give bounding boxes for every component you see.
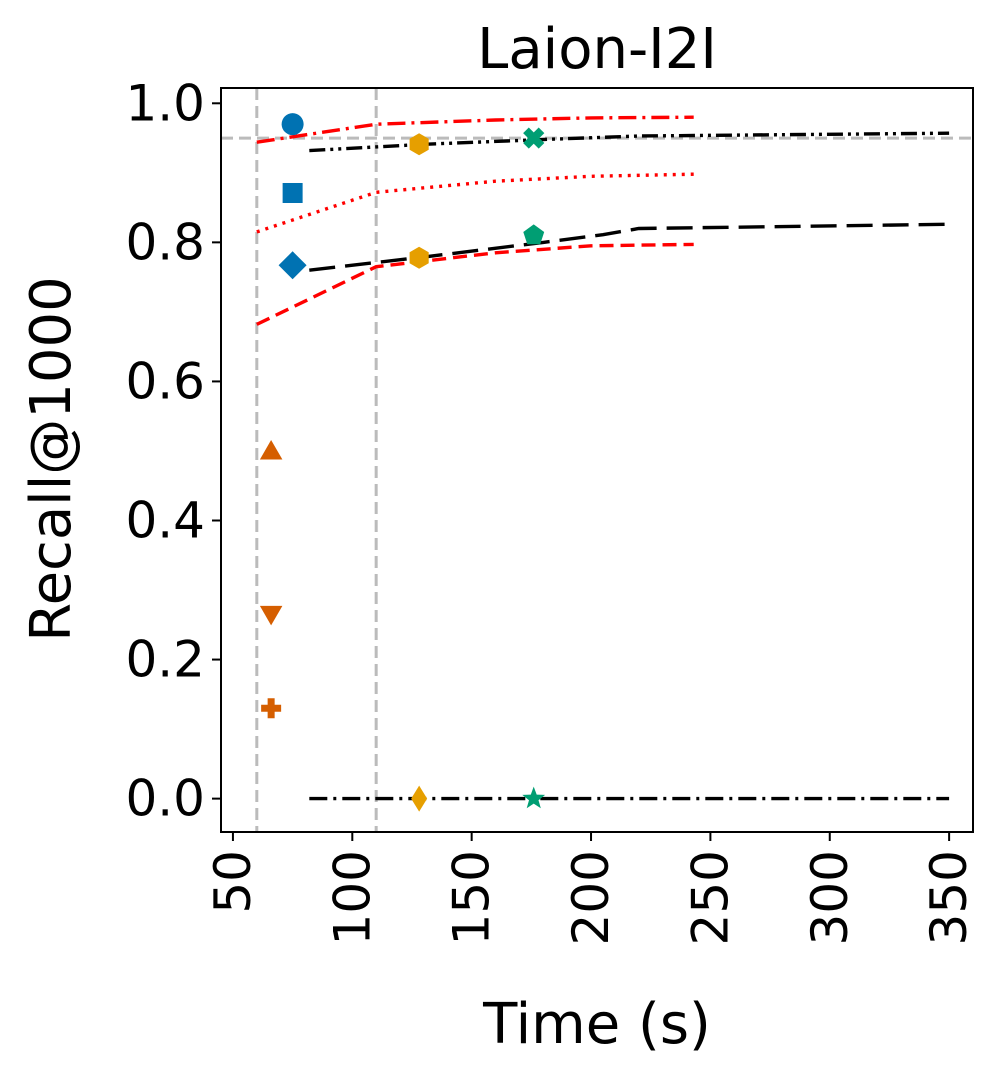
marker-triangle-down — [259, 605, 283, 626]
series-line — [309, 222, 950, 272]
marker-pentagon — [523, 224, 545, 245]
x-axis-label: Time (s) — [482, 992, 711, 1057]
marker-diamond — [278, 251, 307, 280]
y-tick-label: 0.2 — [125, 631, 205, 689]
y-tick-label: 0.0 — [125, 770, 205, 828]
x-tick-label: 200 — [562, 850, 620, 945]
x-tick-label: 150 — [443, 850, 501, 945]
chart-title: Laion-I2I — [477, 17, 717, 82]
plot-frame — [220, 87, 974, 833]
x-tick-label: 50 — [204, 850, 262, 914]
y-tick-label: 0.6 — [125, 352, 205, 410]
marker-star — [522, 786, 546, 809]
x-tick-label: 350 — [920, 850, 978, 945]
x-tick-label: 300 — [801, 850, 859, 945]
x-tick-label: 100 — [323, 850, 381, 945]
x-axis-ticks: 50 100 150 200 250 300 350 — [204, 832, 978, 945]
y-tick-label: 0.4 — [125, 491, 205, 549]
marker-circle — [281, 113, 304, 136]
y-tick-label: 0.8 — [125, 213, 205, 271]
marker-triangle-up — [259, 440, 283, 460]
data-points — [259, 113, 546, 812]
series-line — [256, 172, 694, 234]
marker-plus — [261, 698, 282, 719]
y-axis-ticks: 0.0 0.2 0.4 0.6 0.8 1.0 — [125, 74, 221, 828]
y-axis-label: Recall@1000 — [19, 276, 84, 642]
series-lines — [256, 115, 950, 801]
marker-x-filled — [523, 127, 545, 149]
marker-thin-diamond — [411, 785, 428, 812]
series-line — [256, 115, 694, 144]
marker-hexagon — [409, 246, 429, 269]
reference-lines — [221, 88, 973, 832]
marker-square — [282, 182, 303, 203]
series-line — [309, 131, 950, 153]
marker-hexagon — [409, 133, 429, 156]
marker-x-bar — [523, 127, 545, 149]
x-tick-label: 250 — [681, 850, 739, 945]
series-line — [256, 242, 694, 326]
y-tick-label: 1.0 — [125, 74, 205, 132]
